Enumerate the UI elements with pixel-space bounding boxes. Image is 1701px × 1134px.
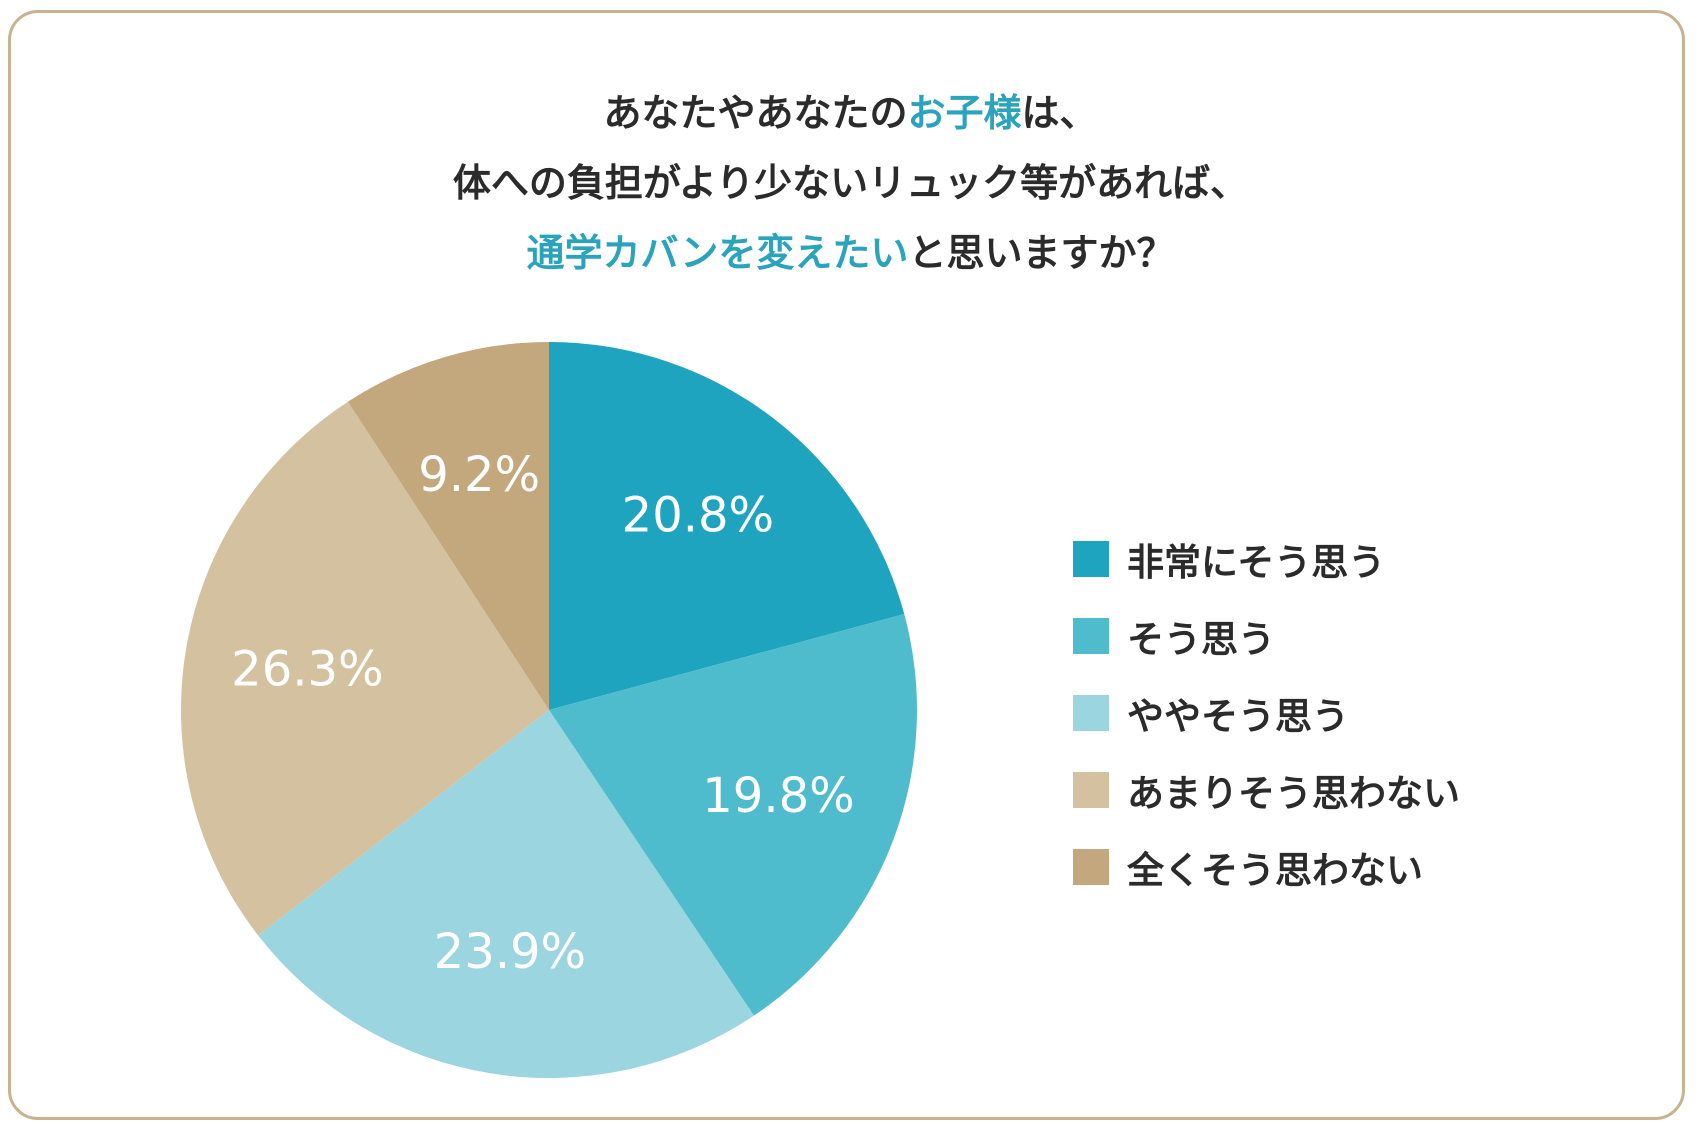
- legend-label: 全くそう思わない: [1127, 848, 1423, 892]
- pie-slice-label-1: 20.8%: [622, 488, 774, 544]
- pie-slice-label-2: 19.8%: [702, 768, 854, 824]
- legend-swatch: [1073, 540, 1109, 577]
- title-line-1: あなたやあなたのお子様は、: [0, 78, 1701, 148]
- chart-legend: 非常にそう思う そう思うややそう思うあまりそう思わない 全くそう思わない: [1073, 520, 1460, 905]
- title-line-3: 通学カバンを変えたいと思いますか？: [0, 218, 1701, 288]
- legend-swatch: [1073, 848, 1109, 885]
- legend-item-3: ややそう思う: [1073, 674, 1460, 751]
- pie-slice-label-5: 9.2%: [418, 447, 540, 503]
- legend-item-2: そう思う: [1073, 597, 1460, 674]
- legend-swatch: [1073, 771, 1109, 808]
- title-text: あなたやあなたの: [603, 91, 908, 135]
- legend-item-5: 全くそう思わない: [1073, 828, 1460, 905]
- pie-slice-3: [258, 710, 754, 1079]
- title-line-2: 体への負担がより少ないリュック等があれば、: [452, 161, 1249, 205]
- legend-label: 非常にそう思う: [1127, 540, 1386, 584]
- pie-slice-label-3: 23.9%: [434, 924, 586, 980]
- legend-item-4: あまりそう思わない: [1073, 751, 1460, 828]
- pie-slice-5: [347, 342, 549, 710]
- chart-title: あなたやあなたのお子様は、 体への負担がより少ないリュック等があれば、 通学カバ…: [0, 78, 1701, 288]
- pie-slice-4: [180, 401, 549, 936]
- legend-swatch: [1073, 694, 1109, 731]
- pie-slice-1: [549, 342, 905, 710]
- pie-slice-label-4: 26.3%: [231, 641, 383, 697]
- pie-slice-2: [549, 614, 917, 1016]
- legend-item-1: 非常にそう思う: [1073, 520, 1460, 597]
- title-text: は、: [1021, 91, 1098, 135]
- chart-frame: [8, 10, 1685, 1120]
- legend-swatch: [1073, 617, 1109, 654]
- title-highlight: 通学カバンを変えたい: [526, 231, 909, 275]
- title-highlight: お子様: [907, 91, 1022, 135]
- legend-label: そう思う: [1127, 617, 1275, 661]
- legend-label: ややそう思う: [1127, 694, 1349, 738]
- title-text: と思いますか？: [908, 231, 1175, 275]
- legend-label: あまりそう思わない: [1127, 771, 1460, 815]
